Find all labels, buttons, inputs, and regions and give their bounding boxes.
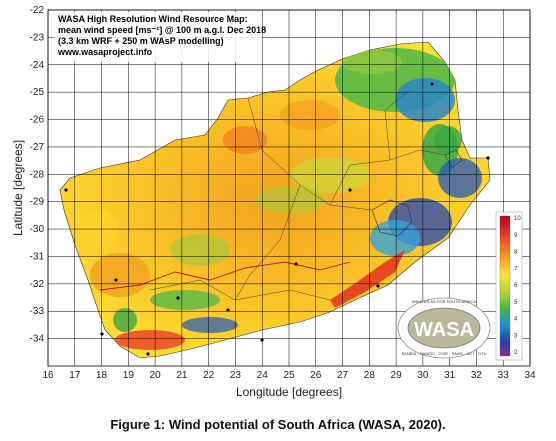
colorbar-tick-label: 5 (514, 300, 518, 306)
colorbar-tick-label: 9 (514, 233, 518, 239)
x-axis-label: Longitude [degrees] (236, 385, 342, 399)
y-tick-label: -29 (30, 197, 45, 208)
x-tick-label: 30 (417, 370, 429, 381)
x-tick-label: 17 (69, 370, 81, 381)
x-tick-label: 22 (203, 370, 215, 381)
wasa-logo-arc-bottom: SANEDI · SANEDI · CSIR · SAWS · UCT · DT… (401, 351, 486, 356)
x-tick-label: 31 (444, 370, 456, 381)
colorbar-tick-label: 8 (514, 250, 518, 256)
x-tick-label: 28 (364, 370, 376, 381)
colorbar-tick-label: 3 (514, 333, 518, 339)
y-tick-label: -27 (30, 142, 45, 153)
colorbar-gradient (499, 215, 511, 357)
x-tick-labels: 16 17 18 19 20 21 22 23 24 25 26 27 28 29 30 31 32 33 34 (42, 370, 536, 381)
y-tick-label: -33 (30, 306, 45, 317)
colorbar-tick-label: 6 (514, 283, 518, 289)
plot-frame (47, 9, 531, 367)
x-tick-label: 29 (391, 370, 403, 381)
y-tick-label: -28 (30, 169, 45, 180)
colorbar-tick-label: 10 (514, 216, 521, 222)
wasa-logo-arc-top: WIND ATLAS FOR SOUTH AFRICA (412, 299, 476, 304)
map-legend-line-3: (3.3 km WRF + 250 m WAsP modelling) (58, 36, 224, 46)
x-tick-label: 27 (337, 370, 349, 381)
colorbar-tick-label: 2 (514, 350, 518, 356)
map-legend-url: www.wasaproject.info (57, 47, 153, 57)
wasa-logo-text: WASA (414, 319, 474, 341)
wasa-logo: WASA WIND ATLAS FOR SOUTH AFRICA SANEDI … (397, 297, 491, 359)
x-tick-label: 21 (176, 370, 188, 381)
figure-caption: Figure 1: Wind potential of South Africa… (110, 417, 446, 432)
colorbar-tick-label: 4 (514, 317, 518, 323)
map-legend-line-2: mean wind speed [ms⁻¹] @ 100 m a.g.l. De… (58, 25, 266, 35)
y-axis-label: Latitude [degrees] (11, 140, 25, 236)
y-tick-label: -32 (30, 279, 45, 290)
y-tick-label: -23 (30, 32, 45, 43)
land-mass (59, 41, 491, 359)
x-tick-label: 32 (471, 370, 483, 381)
x-tick-label: 19 (123, 370, 135, 381)
colorbar: 10 9 8 7 6 5 4 3 2 (495, 211, 523, 361)
y-tick-label: -25 (30, 87, 45, 98)
y-tick-label: -30 (30, 224, 45, 235)
x-tick-label: 16 (42, 370, 54, 381)
y-tick-label: -26 (30, 115, 45, 126)
y-tick-label: -31 (30, 251, 45, 262)
x-tick-label: 26 (310, 370, 322, 381)
x-tick-label: 20 (150, 370, 162, 381)
colorbar-tick-label: 7 (514, 266, 518, 272)
y-tick-label: -24 (30, 60, 45, 71)
x-tick-label: 24 (257, 370, 269, 381)
y-tick-label: -34 (30, 334, 45, 345)
y-tick-labels: -22 -23 -24 -25 -26 -27 -28 -29 -30 -31 -32 -33 -34 (30, 5, 45, 345)
x-tick-label: 33 (498, 370, 510, 381)
map-legend-box (54, 12, 262, 62)
map-legend-line-1: WASA High Resolution Wind Resource Map: (58, 14, 248, 24)
x-tick-label: 23 (230, 370, 242, 381)
x-tick-label: 34 (524, 370, 536, 381)
y-tick-label: -22 (30, 5, 45, 16)
x-tick-label: 18 (96, 370, 108, 381)
x-tick-label: 25 (283, 370, 295, 381)
